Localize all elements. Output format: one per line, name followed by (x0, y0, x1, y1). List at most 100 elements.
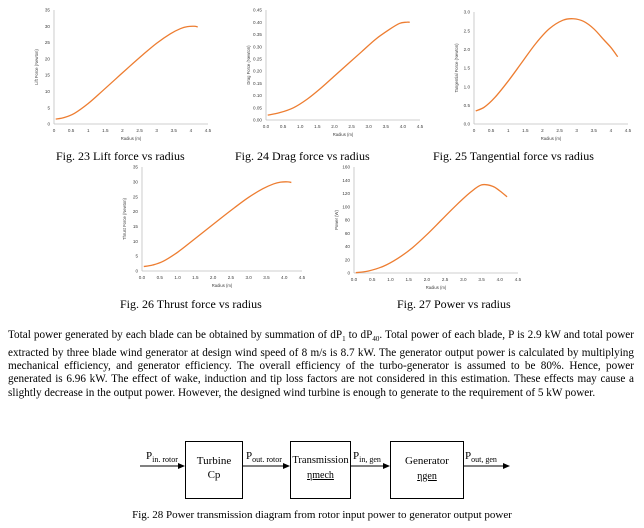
y-tick-label: 1.0 (464, 84, 471, 89)
y-tick-label: 80 (345, 218, 351, 223)
x-tick-label: 2.5 (136, 128, 143, 133)
x-tick-label: 3.5 (591, 128, 598, 133)
cp-label: Cp (207, 469, 221, 481)
x-tick-label: 0.5 (68, 128, 75, 133)
y-tick-label: 2.5 (464, 28, 471, 33)
y-tick-label: 25 (133, 194, 139, 199)
generator-label: Generator (405, 455, 449, 467)
x-tick-label: 3.5 (263, 275, 270, 280)
x-tick-label: 0 (53, 128, 56, 133)
series-line (267, 21, 410, 116)
x-tick-label: 1.5 (102, 128, 109, 133)
x-tick-label: 1.0 (297, 124, 304, 129)
x-tick-label: 4.5 (515, 277, 522, 282)
y-tick-label: 0 (135, 269, 138, 274)
x-tick-label: 2.5 (228, 275, 235, 280)
y-tick-label: 25 (45, 40, 51, 45)
label-p-in-rotor: Pin. rotor (146, 450, 178, 465)
chart-svg: 0.00 0.05 0.10 0.15 0.20 0.25 0.30 0.35 0.40 0.45… (246, 8, 424, 137)
body-paragraph: Total power generated by each blade can … (8, 329, 634, 400)
y-axis-label: Drag Force (Newton) (246, 45, 251, 85)
x-tick-label: 1 (87, 128, 90, 133)
label-p-in-gen: Pin, gen (353, 450, 381, 465)
x-tick-label: 1.5 (314, 124, 321, 129)
x-tick-label: 4.0 (281, 275, 288, 280)
x-tick-label: 0.5 (157, 275, 164, 280)
x-tick-label: 4.0 (400, 124, 407, 129)
y-tick-label: 0.45 (253, 8, 262, 13)
x-tick-label: 2 (121, 128, 124, 133)
series-line (355, 183, 508, 274)
y-tick-label: 15 (45, 73, 51, 78)
x-tick-label: 2.5 (442, 277, 449, 282)
x-tick-label: 1.0 (174, 275, 181, 280)
y-tick-label: 0.10 (253, 93, 262, 98)
x-tick-label: 3.5 (383, 124, 390, 129)
x-axis-label: Radius (m) (426, 285, 447, 290)
x-tick-label: 2.5 (348, 124, 355, 129)
y-tick-label: 3.0 (464, 10, 471, 15)
x-tick-label: 2.0 (331, 124, 338, 129)
chart-svg: 0.0 0.5 1.0 1.5 2.0 2.5 3.0 0 0.5 1 1.5 2 2.5 3 3.5 4 4.… (454, 10, 632, 141)
y-tick-label: 20 (133, 209, 139, 214)
y-tick-label: 0.20 (253, 69, 262, 74)
y-tick-label: 40 (345, 244, 351, 249)
x-tick-label: 1 (507, 128, 510, 133)
x-axis-label: Radius (m) (212, 283, 233, 288)
x-axis-label: Radius (m) (541, 136, 562, 141)
x-tick-label: 2.5 (556, 128, 563, 133)
y-tick-label: 0.40 (253, 20, 262, 25)
x-tick-label: 1.0 (387, 277, 394, 282)
x-tick-label: 2.0 (210, 275, 217, 280)
y-tick-label: 0.5 (464, 103, 471, 108)
y-tick-label: 35 (133, 165, 139, 170)
x-axis-label: Radius (m) (121, 136, 142, 141)
y-tick-label: 15 (133, 224, 139, 229)
x-tick-label: 0.0 (351, 277, 358, 282)
y-tick-label: 0 (47, 122, 50, 127)
y-tick-label: 120 (342, 191, 350, 196)
x-tick-label: 2.0 (424, 277, 431, 282)
y-axis-label: Power (W) (334, 210, 339, 230)
x-tick-label: 0.5 (280, 124, 287, 129)
series-line (475, 17, 619, 112)
fig25-caption: Fig. 25 Tangential force vs radius (433, 149, 594, 163)
lift-force-chart: 0 5 10 15 20 25 30 35 0 0.5 1 1.5 2 2.5 3 3.5 4 4.5 Radius… (14, 6, 214, 144)
fig23-caption: Fig. 23 Lift force vs radius (56, 149, 185, 163)
y-tick-label: 0.30 (253, 44, 262, 49)
y-tick-label: 0.05 (253, 105, 262, 110)
y-tick-label: 10 (133, 239, 139, 244)
x-tick-label: 4.5 (299, 275, 306, 280)
y-tick-label: 160 (342, 165, 350, 170)
chart-svg: 0 20 40 60 80 100 120 140 160 0.0 0.5 1.0 1.5 2.0 2.5 3… (334, 165, 522, 290)
x-tick-label: 0.5 (488, 128, 495, 133)
thrust-force-chart: 0 5 10 15 20 25 30 35 0.0 0.5 1.0 1.5 2.0 2.5 3.0 3.5 4.… (102, 163, 312, 293)
power-chart: 0 20 40 60 80 100 120 140 160 0.0 0.5 1.0 1.5 2.0 2.5 3… (318, 163, 526, 293)
y-tick-label: 2.0 (464, 47, 471, 52)
y-tick-label: 0.0 (464, 122, 471, 127)
y-tick-label: 35 (45, 8, 51, 13)
y-tick-label: 30 (133, 179, 139, 184)
x-tick-label: 4.5 (205, 128, 212, 133)
x-tick-label: 2 (541, 128, 544, 133)
label-p-out-rotor: Pout. rotor (246, 450, 282, 465)
generator-box: Generator ηgen (390, 441, 464, 499)
series-line (55, 25, 198, 120)
y-axis-label: Thrust Force (Newton) (122, 197, 127, 239)
y-tick-label: 0.15 (253, 81, 262, 86)
x-tick-label: 0.0 (263, 124, 270, 129)
x-tick-label: 3 (575, 128, 578, 133)
para-sub2: 40 (372, 335, 380, 344)
y-tick-label: 1.5 (464, 66, 471, 71)
y-tick-label: 5 (135, 254, 138, 259)
y-tick-label: 0.35 (253, 32, 262, 37)
x-tick-label: 3.5 (478, 277, 485, 282)
turbine-box: Turbine Cp (185, 441, 243, 499)
series-line (143, 181, 292, 268)
x-tick-label: 3.0 (245, 275, 252, 280)
x-axis-label: Radius (m) (333, 132, 354, 137)
x-tick-label: 4 (610, 128, 613, 133)
fig28-caption: Fig. 28 Power transmission diagram from … (132, 509, 512, 521)
x-tick-label: 1.5 (405, 277, 412, 282)
